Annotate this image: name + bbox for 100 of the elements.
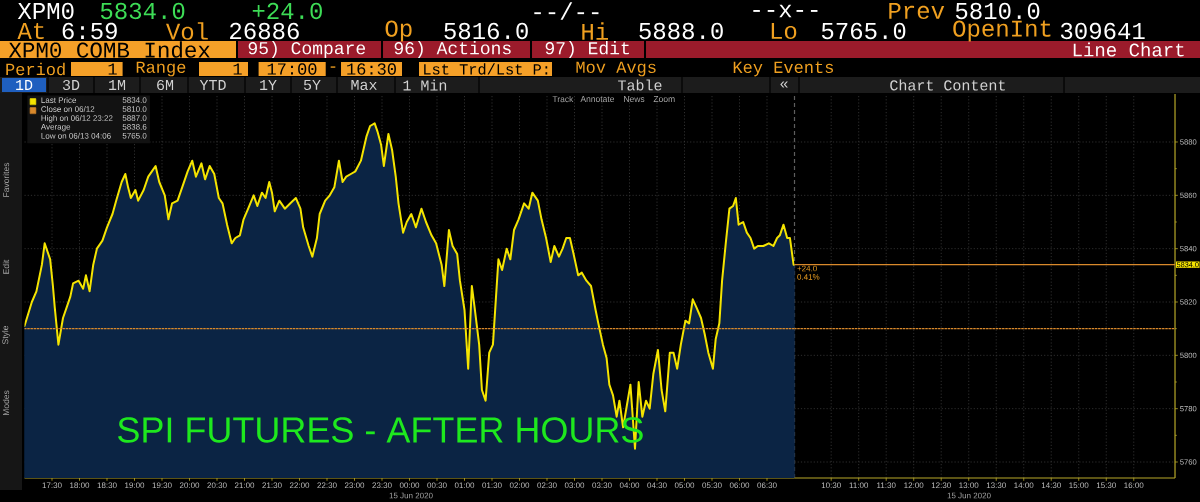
x-tick-label: 13:30 [986,482,1006,489]
text: Op [385,20,412,42]
text: Edit [2,259,10,274]
text: 1M [109,80,126,90]
text: Chart Content [890,79,1005,91]
x-tick-label: 23:00 [344,482,365,489]
annotation: News [624,96,645,102]
text: 5888.0 [639,22,723,40]
text: « [780,81,788,88]
x-tick-label: 23:30 [372,482,392,489]
text: 1 Min [403,79,447,91]
text: Mov Avgs [576,61,656,77]
text: 6:59 [62,22,117,40]
annotation: High on 06/12 23:22 [41,115,113,123]
text: Range [136,61,186,77]
annotation: 5887.0 [122,115,147,121]
text: 5810.0 [955,2,1040,20]
x-tick-label: 18:00 [70,482,90,489]
x-tick-label: 04:00 [619,482,640,489]
text: 17:00 [267,63,317,75]
text: --x-- [753,4,818,18]
text: XPM0 COMB Index [8,41,210,58]
text: - [330,66,336,68]
text: 15 Jun 2020 [389,492,433,499]
text: At [17,22,44,40]
x-tick-label: 05:00 [674,482,695,489]
annotation: Average [40,124,71,132]
text: OpenInt [953,20,1051,42]
x-tick-label: 12:00 [904,482,924,489]
text: Period [6,62,65,76]
x-tick-label: 18:30 [97,482,117,489]
x-tick-label: 11:00 [849,482,869,489]
text: 1 [233,63,242,75]
legend-label: Close on 06/12 [41,106,95,112]
text: Modes [2,390,10,416]
x-tick-label: 12:30 [931,482,951,489]
x-tick-label: 14:00 [1014,482,1034,489]
x-tick-label: 10:30 [821,482,841,489]
x-tick-label: 06:00 [729,482,750,489]
x-tick-label: 06:30 [757,482,777,489]
x-tick-label: 00:00 [399,482,420,489]
x-tick-label: 05:30 [702,482,722,489]
text: 16:30 [347,63,396,75]
text: Max [351,79,377,91]
x-tick-label: 15:00 [1069,482,1089,489]
text: Favorites [2,162,10,197]
x-tick-label: 03:00 [564,482,585,489]
x-tick-label: 03:30 [592,482,612,489]
text: 96) Actions [394,41,511,58]
text: Key Events [733,61,834,77]
text: YTD [199,80,226,90]
text: 5834.0 [100,2,185,20]
x-tick-label: 13:00 [959,482,979,489]
x-tick-label: 02:00 [509,482,530,489]
annotation: Low on 06/13 04:06 [41,132,111,139]
text: Lst Trd/Lst P: [424,63,548,75]
text: 1Y [260,80,277,90]
text: 1D [16,80,33,90]
text: Table [618,79,662,91]
legend-label: Last Price [41,97,77,103]
x-tick-label: 22:00 [289,482,310,489]
annotation: 5765.0 [122,132,147,139]
x-tick-label: 21:00 [234,482,255,489]
text: Prev [889,2,945,20]
text: 3D [62,79,80,91]
x-tick-label: 21:30 [262,482,282,489]
text: 95) Compare [248,41,366,58]
x-tick-label: 00:30 [427,482,447,489]
x-tick-label: 14:30 [1041,482,1061,489]
text: 97) Edit [545,41,629,58]
x-tick-label: 11:30 [877,482,896,489]
x-tick-label: 01:30 [482,482,502,489]
x-tick-label: 04:30 [647,482,667,489]
x-tick-label: 15:30 [1096,482,1116,489]
x-tick-label: 02:30 [537,482,557,489]
x-tick-label: 17:30 [42,482,62,489]
text: Style [2,325,10,345]
text: 15 Jun 2020 [947,492,991,499]
x-tick-label: 22:30 [317,482,337,489]
annotation: Track [552,95,574,103]
text: 5765.0 [821,22,906,40]
text: 309641 [1060,22,1145,40]
x-tick-label: 19:00 [125,482,145,489]
x-tick-label: 16:00 [1124,482,1144,489]
text: Hi [582,22,608,40]
text: 5816.0 [444,22,528,40]
x-tick-label: 20:00 [179,482,200,489]
annotation: 0.41% [797,274,820,280]
annotation: 5838.6 [122,124,147,130]
annotation: +24.0 [797,265,817,272]
text: XPM0 [17,2,74,20]
annotation: 5810.0 [122,106,147,112]
text: 26886 [230,22,299,40]
text: 5Y [303,79,321,91]
annotation: Annotate [580,96,615,102]
text: --/-- [534,2,599,20]
text: +24.0 [252,2,322,20]
text: Lo [771,22,797,40]
text: 1 [108,63,117,75]
annotation: 5834.0 [122,97,147,103]
